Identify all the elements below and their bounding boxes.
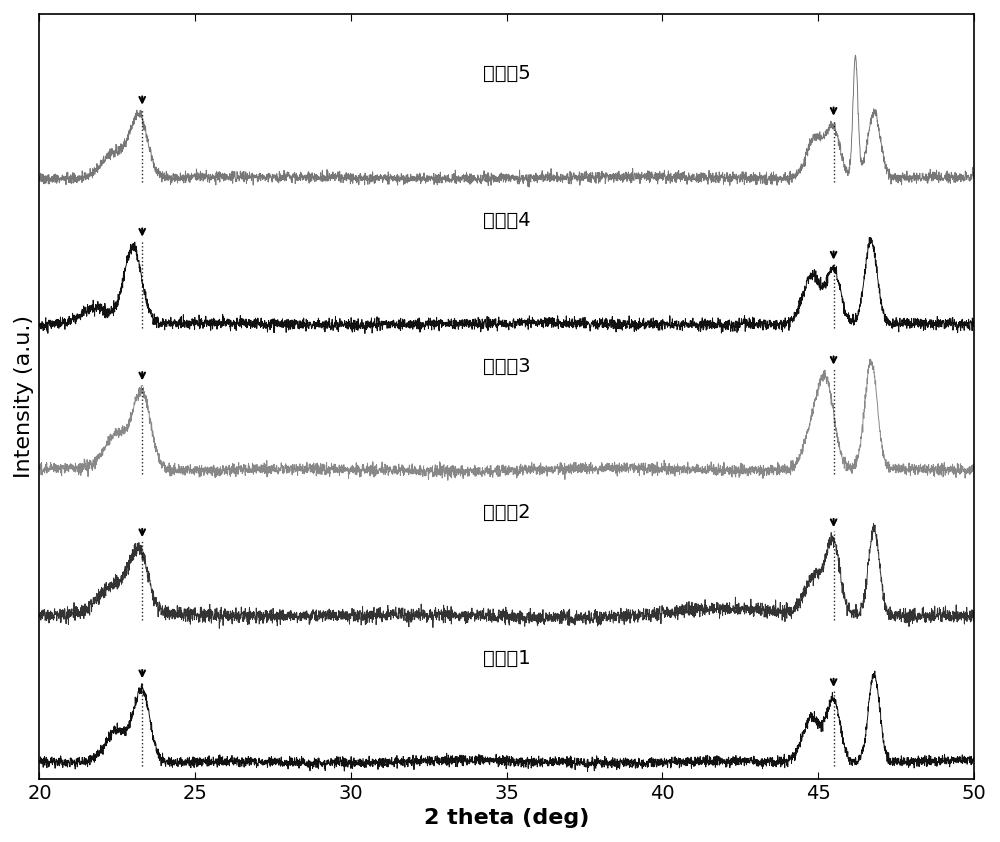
X-axis label: 2 theta (deg): 2 theta (deg) xyxy=(424,808,589,829)
Y-axis label: Intensity (a.u.): Intensity (a.u.) xyxy=(14,315,34,477)
Text: 实施例4: 实施例4 xyxy=(483,210,530,230)
Text: 实施例5: 实施例5 xyxy=(483,64,530,83)
Text: 实施例3: 实施例3 xyxy=(483,356,530,376)
Text: 实施例1: 实施例1 xyxy=(483,648,530,668)
Text: 实施例2: 实施例2 xyxy=(483,503,530,522)
